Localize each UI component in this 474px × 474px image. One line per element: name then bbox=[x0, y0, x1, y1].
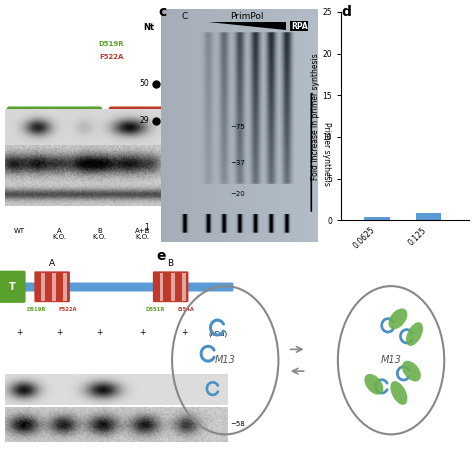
Text: +: + bbox=[35, 153, 41, 162]
Text: +: + bbox=[56, 328, 63, 337]
Text: A: A bbox=[70, 139, 75, 148]
Text: WT: WT bbox=[19, 145, 31, 154]
FancyBboxPatch shape bbox=[209, 114, 227, 141]
Text: I554A: I554A bbox=[164, 55, 187, 61]
Text: +: + bbox=[139, 328, 146, 337]
FancyBboxPatch shape bbox=[34, 271, 70, 302]
FancyBboxPatch shape bbox=[5, 121, 239, 133]
Bar bbox=[41, 273, 45, 301]
Text: −75: −75 bbox=[230, 124, 245, 130]
Text: +: + bbox=[193, 153, 200, 162]
Text: K.O.: K.O. bbox=[166, 146, 182, 155]
Text: 50: 50 bbox=[139, 79, 149, 88]
Ellipse shape bbox=[402, 361, 421, 382]
Text: D519R: D519R bbox=[27, 307, 46, 312]
Text: c: c bbox=[159, 5, 167, 19]
Ellipse shape bbox=[389, 309, 407, 329]
Bar bbox=[63, 273, 67, 301]
Bar bbox=[182, 273, 186, 301]
Text: +: + bbox=[96, 328, 103, 337]
Bar bbox=[171, 273, 174, 301]
Text: T: T bbox=[9, 282, 15, 292]
Text: B: B bbox=[168, 259, 173, 268]
Text: −: − bbox=[56, 153, 63, 162]
Bar bbox=[160, 273, 164, 301]
Bar bbox=[52, 273, 56, 301]
Text: −20: −20 bbox=[230, 191, 245, 197]
Text: 29: 29 bbox=[139, 117, 149, 126]
Text: M13: M13 bbox=[381, 355, 401, 365]
Text: Nt: Nt bbox=[143, 23, 154, 32]
Polygon shape bbox=[208, 22, 286, 30]
Text: −: − bbox=[9, 153, 15, 162]
Text: I554A: I554A bbox=[178, 307, 194, 312]
Text: e: e bbox=[156, 249, 166, 263]
Text: +: + bbox=[82, 153, 89, 162]
Text: A+B
K.O.: A+B K.O. bbox=[135, 228, 150, 240]
Text: +: + bbox=[16, 328, 22, 337]
Text: d: d bbox=[341, 5, 351, 19]
FancyBboxPatch shape bbox=[0, 271, 26, 303]
FancyBboxPatch shape bbox=[18, 283, 233, 292]
FancyBboxPatch shape bbox=[183, 114, 201, 141]
Text: D551R: D551R bbox=[163, 41, 188, 46]
Text: K.O.: K.O. bbox=[111, 146, 127, 155]
Text: RPA: RPA bbox=[291, 22, 308, 31]
Text: B
K.O.: B K.O. bbox=[92, 228, 107, 240]
Text: Primer synthesis: Primer synthesis bbox=[322, 121, 331, 185]
Text: ZnF: ZnF bbox=[129, 122, 153, 132]
Text: +: + bbox=[128, 153, 135, 162]
Text: 1: 1 bbox=[144, 223, 149, 232]
Text: AEP: AEP bbox=[42, 122, 67, 132]
FancyBboxPatch shape bbox=[153, 271, 189, 302]
Text: −37: −37 bbox=[230, 160, 245, 166]
Text: −58: −58 bbox=[230, 421, 245, 428]
Text: A+B: A+B bbox=[166, 139, 182, 148]
Text: M13: M13 bbox=[215, 355, 236, 365]
Ellipse shape bbox=[365, 374, 383, 394]
Text: +: + bbox=[182, 328, 188, 337]
FancyBboxPatch shape bbox=[109, 107, 173, 149]
Text: C: C bbox=[182, 12, 188, 21]
Bar bbox=[365, 218, 390, 220]
Ellipse shape bbox=[391, 381, 407, 405]
Text: (kDa): (kDa) bbox=[218, 155, 237, 162]
Text: −: − bbox=[103, 153, 110, 162]
Bar bbox=[416, 213, 441, 220]
Text: PrimPol: PrimPol bbox=[230, 12, 264, 21]
Text: −: − bbox=[151, 153, 157, 162]
Y-axis label: Fold increase in primer synthesis: Fold increase in primer synthesis bbox=[311, 53, 320, 180]
Text: K.O.: K.O. bbox=[64, 146, 80, 155]
Text: A: A bbox=[49, 259, 55, 268]
Text: F522A: F522A bbox=[58, 307, 77, 312]
Text: WT: WT bbox=[13, 228, 25, 234]
Text: F522A: F522A bbox=[99, 55, 124, 61]
Text: A
K.O.: A K.O. bbox=[52, 228, 66, 240]
Ellipse shape bbox=[406, 322, 423, 346]
FancyBboxPatch shape bbox=[7, 107, 102, 149]
Text: B: B bbox=[117, 139, 121, 148]
Text: (kDa): (kDa) bbox=[209, 330, 228, 337]
Text: No
DNA: No DNA bbox=[177, 228, 192, 240]
Text: D519R: D519R bbox=[99, 41, 124, 46]
Text: D551R: D551R bbox=[146, 307, 165, 312]
